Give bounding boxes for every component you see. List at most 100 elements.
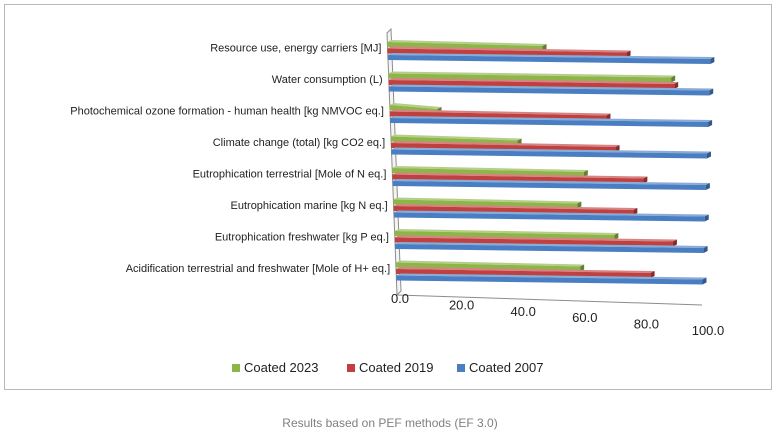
legend: Coated 2023 Coated 2019 Coated 2007 — [232, 360, 543, 375]
x-tick-label: 80.0 — [634, 317, 659, 332]
bar-end — [706, 151, 711, 159]
x-tick-label: 20.0 — [449, 297, 474, 312]
bar-front — [387, 55, 711, 64]
bar-top — [393, 197, 582, 204]
category-label: Acidification terrestrial and freshwater… — [126, 263, 390, 275]
bar-top — [389, 109, 611, 116]
bar-top — [388, 84, 714, 91]
bar-top — [390, 116, 713, 122]
bar-front — [388, 80, 675, 89]
legend-item: Coated 2007 — [457, 360, 543, 375]
bar-top — [387, 46, 631, 53]
bar — [396, 267, 655, 278]
bar-top — [387, 53, 715, 59]
bar — [393, 210, 709, 222]
legend-label: Coated 2019 — [359, 360, 433, 375]
bar-end — [708, 120, 713, 127]
bar-top — [394, 229, 619, 235]
legend-label: Coated 2023 — [244, 360, 318, 375]
category-label: Water consumption (L) — [272, 74, 383, 86]
bar-end — [672, 239, 677, 247]
x-tick-label: 0.0 — [391, 291, 409, 306]
category-label: Resource use, energy carriers [MJ] — [210, 43, 381, 55]
bar — [388, 84, 714, 96]
legend-label: Coated 2007 — [469, 360, 543, 375]
bar-top — [392, 172, 648, 179]
bar — [396, 273, 707, 285]
bar-end — [702, 277, 707, 285]
bar — [387, 53, 715, 64]
legend-swatch — [457, 364, 465, 372]
bar-front — [392, 181, 706, 190]
bar-end — [633, 208, 638, 215]
bar-end — [710, 57, 715, 64]
bar — [393, 204, 638, 215]
bar-front — [394, 231, 615, 240]
bar — [388, 78, 679, 89]
bar-end — [643, 176, 648, 184]
x-axis-line — [396, 294, 703, 306]
bar — [392, 179, 710, 190]
x-tick-label: 100.0 — [692, 323, 725, 338]
bar-end — [580, 264, 585, 272]
bar-end — [583, 170, 588, 177]
bar — [392, 172, 648, 184]
category-label: Climate change (total) [kg CO2 eq.] — [213, 137, 385, 149]
x-tick-labels: 0.0 20.0 40.0 60.0 80.0 100.0 — [391, 291, 724, 338]
x-tick-label: 60.0 — [572, 310, 597, 325]
bar-front — [396, 269, 651, 278]
labels-layer: Resource use, energy carriers [MJ] Water … — [70, 43, 390, 276]
chart-frame: Resource use, energy carriers [MJ] Water … — [4, 4, 772, 390]
bar-end — [626, 50, 631, 58]
bar-top — [388, 71, 676, 78]
bar-top — [391, 141, 620, 147]
category-label: Eutrophication marine [kg N eq.] — [231, 200, 388, 212]
bars-layer — [387, 40, 715, 285]
bar — [391, 147, 711, 159]
bar-top — [390, 134, 522, 141]
bar-top — [395, 260, 585, 267]
bar-front — [392, 174, 644, 184]
bar-end — [671, 75, 676, 83]
category-label: Eutrophication terrestrial [Mole of N eq… — [193, 169, 387, 181]
bar — [388, 71, 676, 83]
chart-caption: Results based on PEF methods (EF 3.0) — [282, 416, 498, 430]
bar-top — [396, 267, 655, 273]
bar-top — [393, 204, 638, 210]
bar-end — [615, 145, 620, 152]
x-tick-label: 40.0 — [511, 304, 536, 319]
legend-item: Coated 2019 — [347, 360, 433, 375]
bar-front — [388, 73, 672, 83]
bar-top — [387, 40, 547, 46]
category-label: Eutrophication freshwater [kg P eq.] — [215, 232, 389, 244]
legend-item: Coated 2023 — [232, 360, 318, 375]
bar-front — [393, 206, 634, 215]
bar — [395, 242, 708, 253]
category-label: Photochemical ozone formation - human he… — [70, 106, 384, 118]
bar — [394, 235, 677, 247]
bar-top — [394, 235, 677, 242]
bar-front — [395, 244, 704, 253]
bar-front — [396, 275, 703, 285]
bar-end — [650, 271, 655, 278]
bar — [394, 229, 619, 240]
bar — [390, 116, 713, 127]
bar-front — [390, 118, 709, 127]
bar-top — [389, 103, 442, 109]
bar-end — [703, 246, 708, 253]
bar-end — [674, 82, 679, 89]
bar-top — [395, 242, 708, 248]
bar-top — [392, 179, 710, 185]
bar-top — [396, 273, 707, 280]
bar-front — [388, 86, 710, 96]
bar-front — [393, 212, 705, 222]
bar-end — [709, 88, 714, 96]
bar-front — [391, 149, 707, 159]
bar-end — [705, 183, 710, 190]
bar-end — [704, 214, 709, 222]
bar-end — [614, 233, 619, 240]
bar-front — [394, 237, 673, 247]
axis-wall — [386, 27, 402, 297]
bar-top — [388, 78, 679, 84]
bar-end — [577, 201, 582, 209]
